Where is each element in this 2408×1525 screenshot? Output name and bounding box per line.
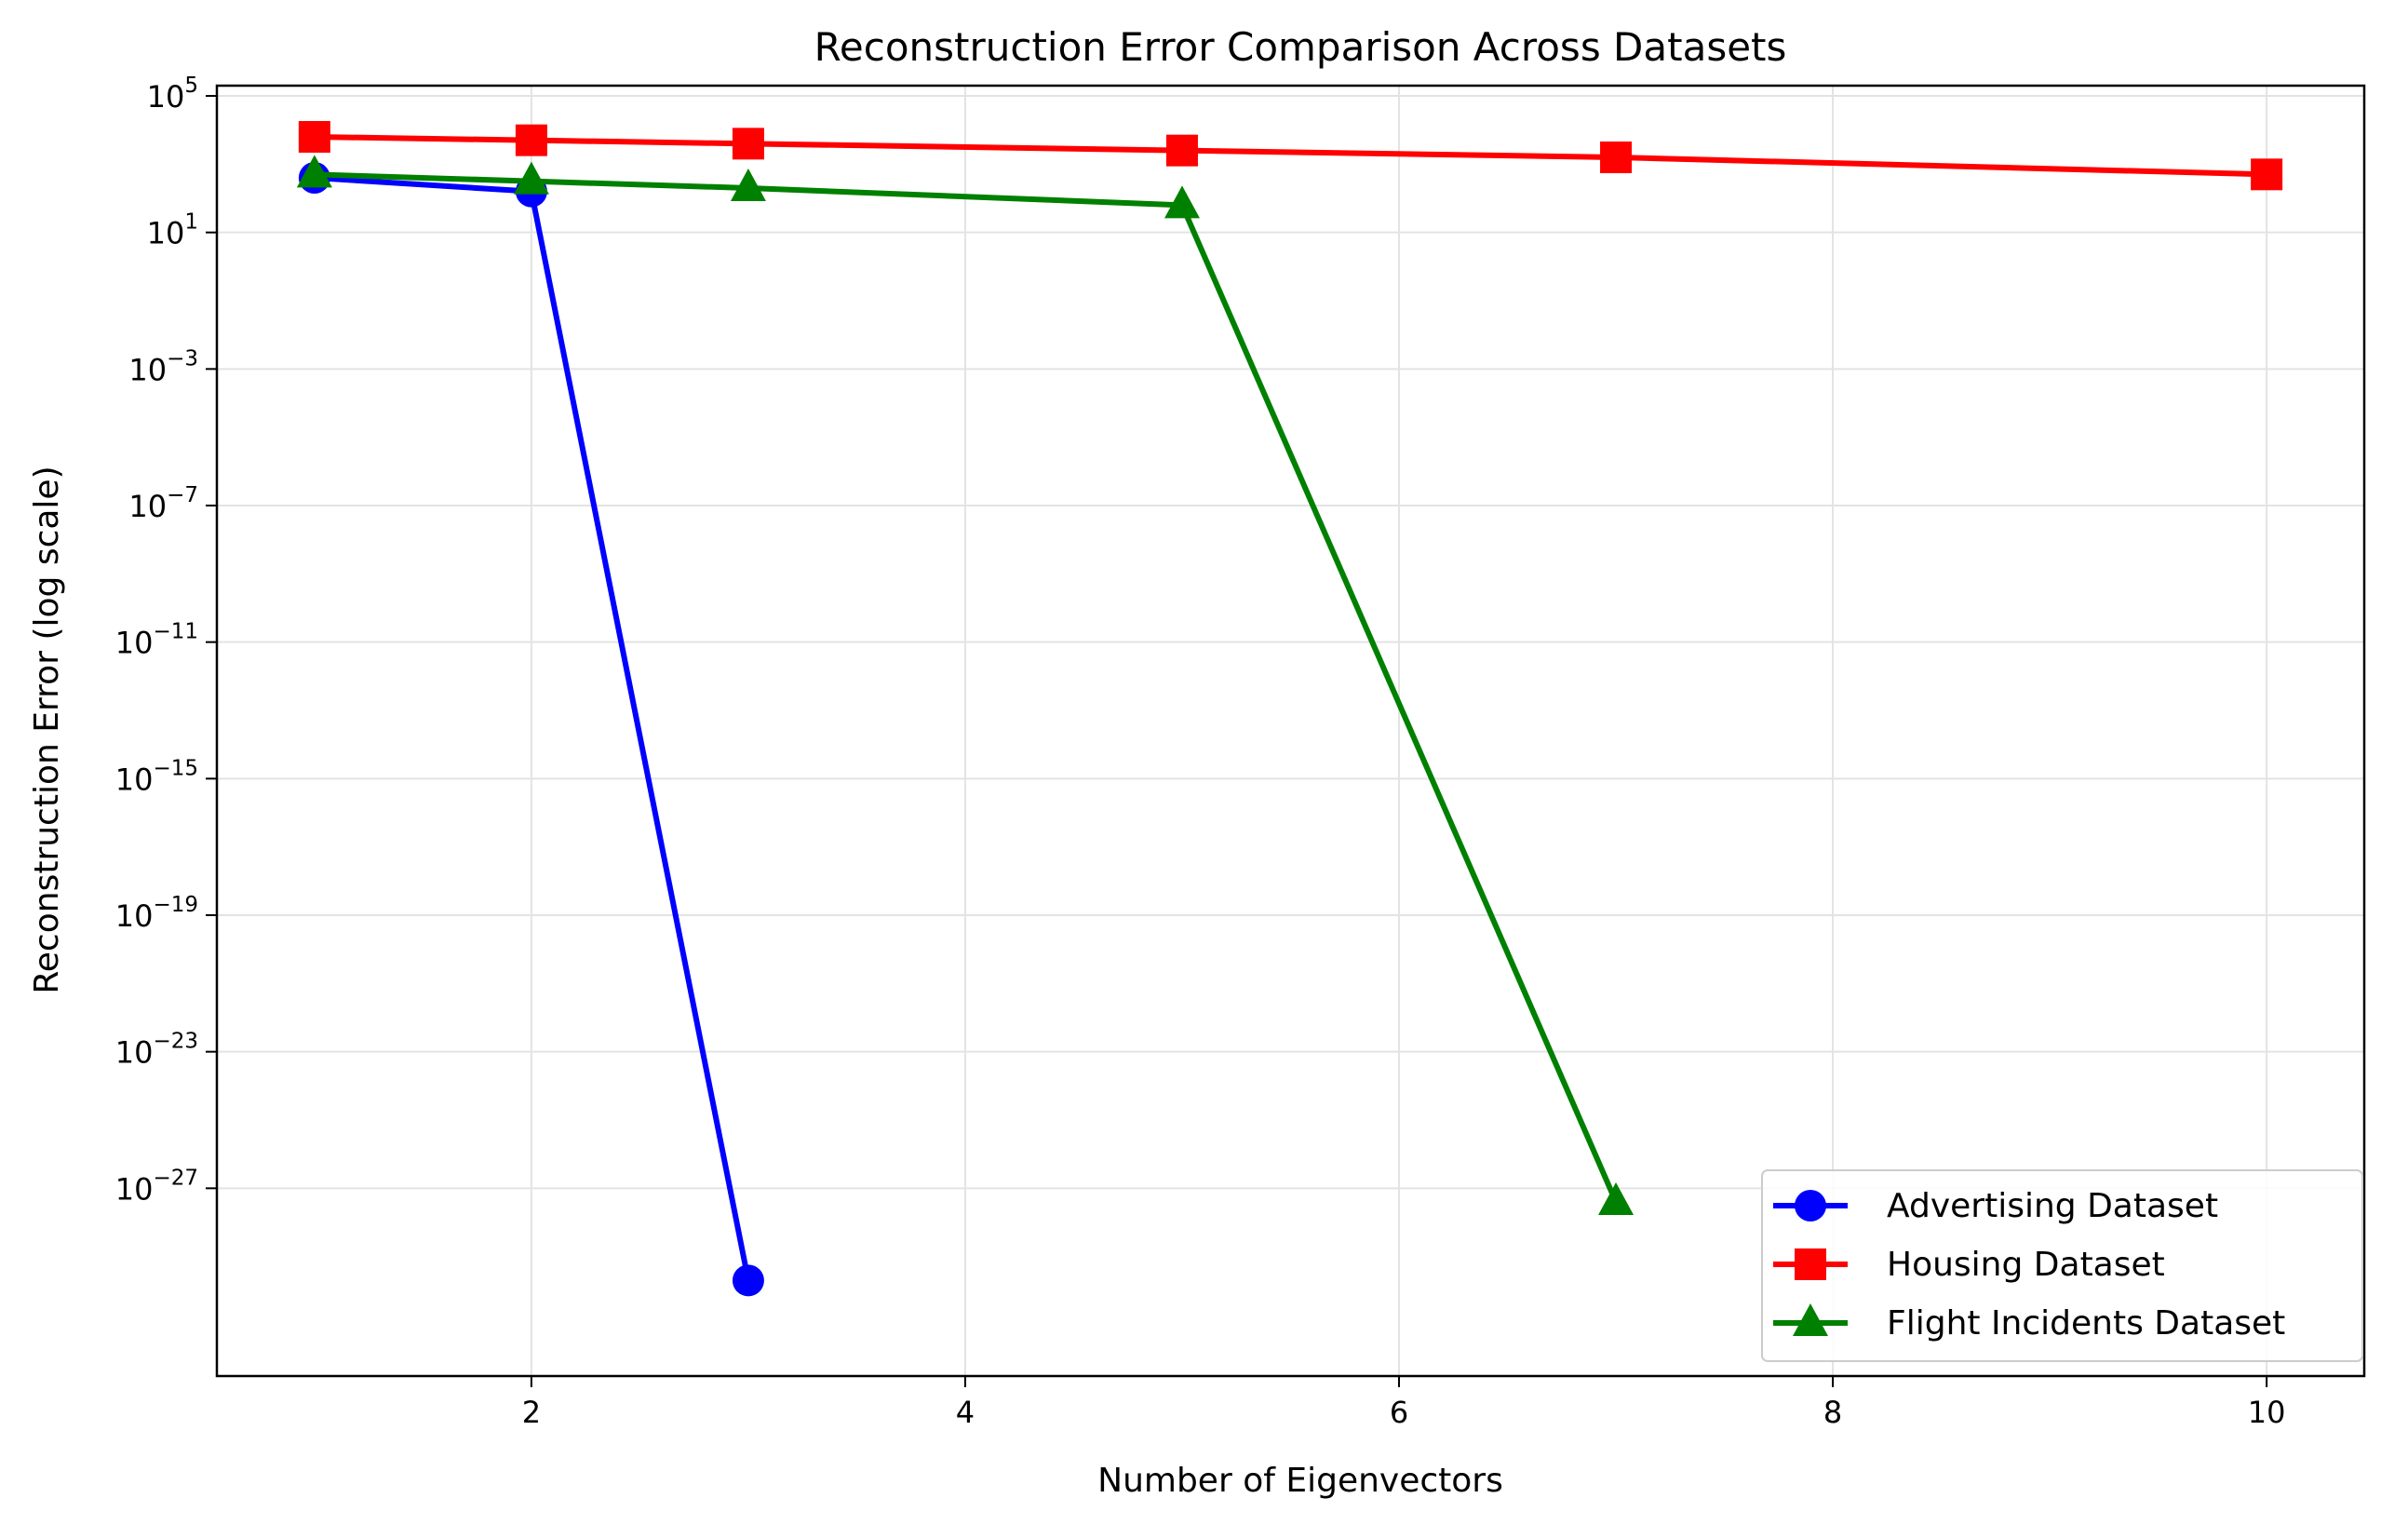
x-tick-label: 8 [1823,1395,1842,1430]
legend-box [1761,1169,2363,1362]
plot-frame [215,84,2366,1378]
data-point-square [298,121,330,153]
y-axis-ticks: 105 101 10−3 10−7 10−11 10−15 10−19 10−23 10−27 [115,74,217,1207]
legend-marker-circle [1795,1190,1826,1221]
y-tick-label: 10−15 [115,756,198,797]
x-tick-label: 6 [1390,1395,1408,1430]
y-tick-label: 10−3 [128,346,198,387]
data-point-triangle [296,155,332,188]
legend-marker-triangle [1793,1303,1828,1336]
data-point-triangle [513,161,549,195]
data-point-square [1600,142,1633,173]
y-axis-label: Reconstruction Error (log scale) [28,466,66,993]
data-point-triangle [1164,185,1200,219]
series-square [298,121,2283,191]
data-point-square [1165,134,1198,167]
x-tick-label: 10 [2248,1395,2286,1430]
x-axis-ticks: 2 4 6 8 10 [522,1376,2286,1430]
data-point-circle [732,1264,764,1297]
data-point-triangle [730,169,766,201]
x-axis-label: Number of Eigenvectors [1097,1462,1503,1500]
y-tick-label: 10−23 [115,1030,198,1071]
series-line [314,134,2267,178]
y-tick-label: 10−27 [115,1166,198,1207]
legend-items: Advertising Dataset Housing Dataset Flight… [1773,1187,2285,1343]
data-point-triangle [1598,1182,1634,1215]
y-tick-label: 10−7 [128,483,198,524]
legend-marker-square [1795,1248,1826,1280]
y-tick-label: 101 [147,210,198,251]
chart-title: Reconstruction Error Comparison Across D… [814,24,1787,70]
legend-label: Advertising Dataset [1887,1187,2218,1225]
y-tick-label: 10−19 [115,893,198,934]
series-triangle [296,155,1634,1215]
x-tick-label: 2 [522,1395,541,1430]
x-tick-label: 4 [956,1395,975,1430]
y-tick-label: 105 [147,74,198,115]
legend: Advertising Dataset Housing Dataset Flight… [1761,1169,2363,1362]
data-point-square [2251,158,2283,191]
series-layer [296,121,2283,1297]
legend-label: Housing Dataset [1887,1246,2165,1284]
legend-label: Flight Incidents Dataset [1887,1304,2285,1343]
data-point-square [732,128,764,160]
data-point-square [515,124,547,156]
y-tick-label: 10−11 [115,620,198,661]
